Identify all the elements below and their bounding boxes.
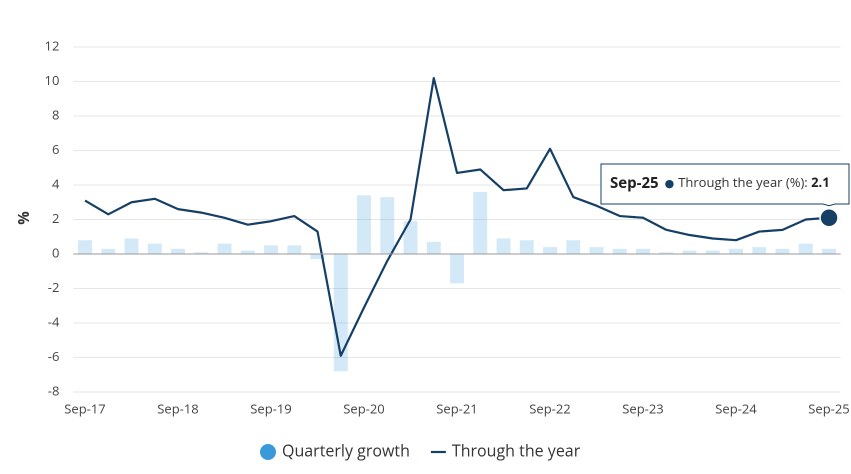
- bar: [78, 240, 92, 254]
- bar: [101, 248, 116, 254]
- x-tick-label: Sep-22: [529, 399, 570, 417]
- x-tick-label: Sep-25: [808, 399, 849, 417]
- y-tick-label: 8: [52, 105, 59, 123]
- y-tick-label: -8: [48, 381, 60, 399]
- y-tick-label: -6: [48, 347, 60, 365]
- bar: [426, 241, 441, 254]
- bar: [473, 191, 488, 254]
- y-tick-label: 12: [45, 36, 60, 54]
- bar: [589, 247, 604, 254]
- y-tick-label: 2: [52, 209, 59, 227]
- y-tick-label: 6: [52, 140, 59, 158]
- bar: [775, 248, 790, 254]
- bar: [171, 248, 185, 254]
- tooltip-dot: ●: [665, 176, 675, 191]
- bar: [194, 252, 209, 254]
- legend-label: Through the year: [452, 439, 581, 461]
- tooltip-category: Sep-25: [610, 173, 659, 193]
- bar: [659, 252, 674, 254]
- bar: [682, 250, 697, 254]
- line: [84, 76, 830, 357]
- bar: [124, 238, 139, 254]
- bar: [612, 248, 627, 254]
- bar: [566, 240, 581, 254]
- bar: [147, 243, 162, 254]
- y-axis-label: %: [14, 211, 34, 225]
- y-tick-label: -4: [48, 312, 60, 330]
- legend-symbol: [260, 444, 276, 460]
- x-tick-label: Sep-23: [622, 399, 663, 417]
- bar: [357, 195, 371, 254]
- x-tick-label: Sep-24: [715, 399, 757, 417]
- y-tick-label: 10: [45, 71, 60, 89]
- bar: [403, 221, 418, 254]
- bar: [287, 245, 302, 254]
- tooltip-label: Through the year (%):: [678, 173, 811, 191]
- tooltip: Sep-25 ● Through the year (%): 2.1: [600, 163, 850, 207]
- tooltip-value: 2.1: [811, 173, 830, 191]
- bar: [310, 254, 325, 260]
- legend-label: Quarterly growth: [282, 439, 410, 461]
- bar: [636, 248, 650, 254]
- bar: [240, 250, 255, 254]
- bar: [217, 243, 232, 254]
- x-tick-label: Sep-21: [436, 399, 477, 417]
- bar: [822, 248, 836, 254]
- x-tick-label: Sep-18: [157, 399, 198, 417]
- bar: [496, 238, 511, 254]
- y-tick-label: -2: [48, 278, 60, 296]
- bar: [729, 248, 743, 254]
- y-tick-label: 4: [52, 174, 60, 192]
- bar: [752, 247, 767, 254]
- tooltip-box: [600, 163, 850, 207]
- bar: [450, 254, 464, 284]
- bar: [705, 250, 720, 254]
- legend-item[interactable]: Quarterly growth: [260, 439, 410, 461]
- x-tick-label: Sep-19: [250, 399, 291, 417]
- bar: [798, 243, 813, 254]
- y-tick-label: 0: [52, 243, 59, 261]
- highlight-point: [819, 208, 839, 228]
- x-tick-label: Sep-20: [343, 399, 384, 417]
- legend: Quarterly growth Through the year: [260, 439, 581, 461]
- bar: [264, 245, 278, 254]
- bar: [380, 197, 395, 254]
- bar: [519, 240, 534, 254]
- tooltip-text: Sep-25 ● Through the year (%): 2.1: [610, 173, 830, 193]
- bar: [543, 247, 557, 254]
- legend-item[interactable]: Through the year: [430, 439, 581, 461]
- x-tick-label: Sep-17: [64, 399, 105, 417]
